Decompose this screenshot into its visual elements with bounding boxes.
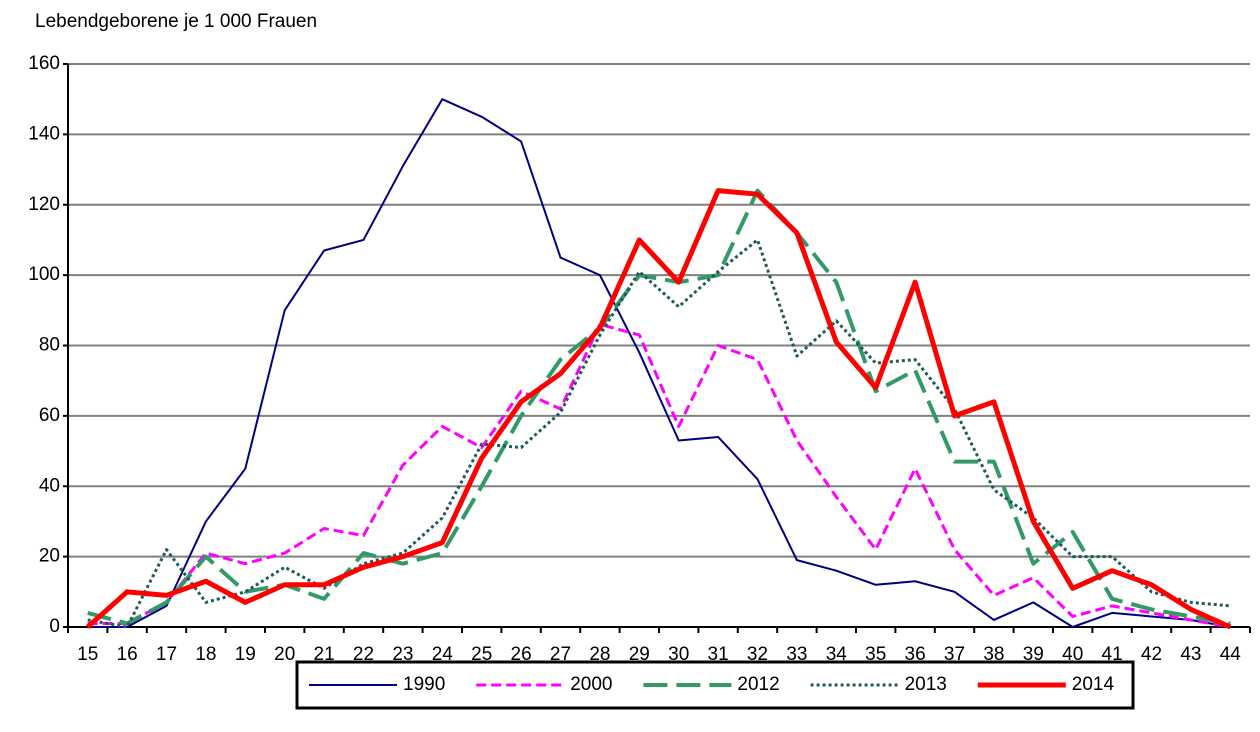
x-tick-label: 15 (77, 644, 98, 665)
x-tick-label: 38 (983, 644, 1004, 665)
x-tick-label: 28 (589, 644, 610, 665)
x-tick-label: 40 (1062, 644, 1083, 665)
y-tick-label: 160 (28, 53, 60, 74)
y-tick-label: 140 (28, 123, 60, 144)
y-tick-label: 0 (49, 616, 60, 637)
x-tick-label: 23 (392, 644, 413, 665)
x-tick-label: 36 (905, 644, 926, 665)
x-tick-label: 22 (353, 644, 374, 665)
x-tick-label: 17 (156, 644, 177, 665)
x-tick-label: 44 (1220, 644, 1242, 665)
x-tick-label: 30 (668, 644, 689, 665)
x-tick-label: 29 (629, 644, 650, 665)
x-tick-label: 37 (944, 644, 965, 665)
x-tick-label: 39 (1023, 644, 1044, 665)
x-tick-label: 33 (786, 644, 807, 665)
x-tick-label: 24 (432, 644, 454, 665)
x-tick-label: 42 (1141, 644, 1162, 665)
series-line (86, 188, 1232, 630)
y-tick-label: 40 (39, 475, 60, 496)
x-tick-label: 18 (195, 644, 216, 665)
y-tick-label: 80 (39, 335, 60, 356)
legend-label: 1990 (403, 674, 445, 695)
series-line (87, 98, 1231, 628)
x-tick-label: 34 (826, 644, 848, 665)
x-tick-label: 21 (314, 644, 335, 665)
series-line (87, 322, 1231, 629)
chart-title: Lebendgeborene je 1 000 Frauen (35, 11, 317, 32)
x-tick-label: 35 (865, 644, 886, 665)
legend-label: 2000 (570, 674, 612, 695)
x-tick-label: 25 (471, 644, 492, 665)
x-tick-label: 32 (747, 644, 768, 665)
x-tick-label: 27 (550, 644, 571, 665)
x-tick-label: 19 (235, 644, 256, 665)
legend-label: 2014 (1072, 674, 1115, 695)
legend-label: 2012 (737, 674, 779, 695)
x-tick-label: 43 (1180, 644, 1201, 665)
y-tick-label: 60 (39, 405, 60, 426)
x-tick-label: 26 (511, 644, 532, 665)
y-tick-label: 120 (28, 194, 60, 215)
series-line (87, 238, 1231, 629)
x-tick-label: 31 (708, 644, 729, 665)
y-tick-label: 100 (28, 264, 60, 285)
x-tick-label: 16 (117, 644, 138, 665)
legend-label: 2013 (905, 674, 947, 695)
x-tick-label: 20 (274, 644, 295, 665)
y-tick-label: 20 (39, 546, 60, 567)
x-tick-label: 41 (1102, 644, 1123, 665)
